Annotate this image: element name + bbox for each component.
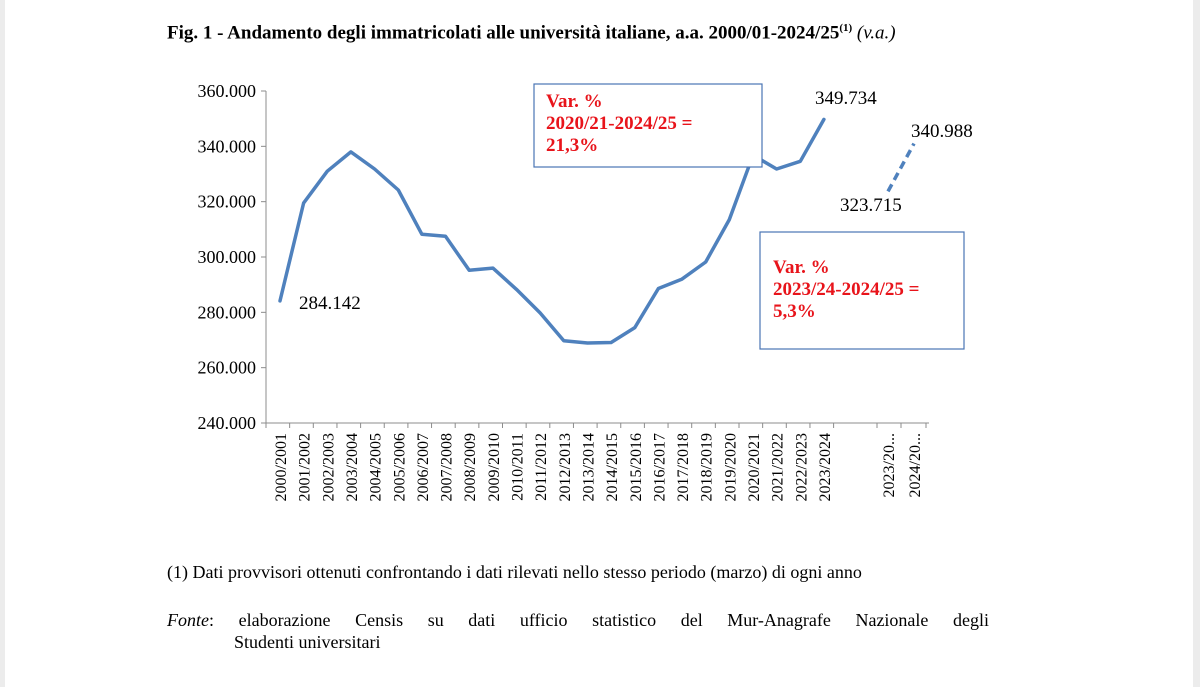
- y-tick-label: 360.000: [198, 81, 257, 101]
- figure-title-unit: (v.a.): [856, 22, 896, 44]
- x-tick-label: 2019/2020: [722, 433, 739, 501]
- annotation-text: 21,3%: [546, 135, 598, 156]
- x-tick-label: 2018/2019: [699, 433, 716, 501]
- y-tick-label: 280.000: [198, 302, 257, 322]
- x-tick-label: 2022/2023: [793, 433, 810, 501]
- x-tick-label: 2001/2002: [297, 433, 314, 501]
- x-tick-label: 2023/20...: [881, 433, 898, 497]
- x-tick-label: 2003/2004: [344, 433, 361, 501]
- figure-title: Fig. 1 - Andamento degli immatricolati a…: [167, 22, 896, 44]
- x-tick-label: 2015/2016: [628, 433, 645, 501]
- y-tick-label: 340.000: [198, 136, 257, 156]
- y-tick-label: 240.000: [198, 413, 257, 433]
- x-tick-label: 2017/2018: [675, 433, 692, 501]
- series-line-immatricolati: [278, 117, 826, 345]
- x-tick-label: 2011/2012: [533, 433, 550, 501]
- x-tick-label: 2004/2005: [368, 433, 385, 501]
- y-tick-label: 320.000: [198, 192, 257, 212]
- x-tick-label: 2009/2010: [486, 433, 503, 501]
- x-tick-label: 2006/2007: [415, 433, 432, 501]
- data-label: 284.142: [299, 293, 361, 314]
- x-tick-label: 2013/2014: [580, 433, 597, 501]
- source-text: : elaborazione Censis su dati ufficio st…: [209, 610, 989, 630]
- data-label: 340.988: [911, 121, 973, 142]
- y-tick-label: 300.000: [198, 247, 257, 267]
- annotation-text: 2020/21-2024/25 =: [546, 113, 692, 134]
- y-tick-label: 260.000: [198, 358, 257, 378]
- x-tick-label: 2010/2011: [510, 433, 527, 501]
- document-page: Fig. 1 - Andamento degli immatricolati a…: [5, 0, 1193, 687]
- x-tick-label: 2005/2006: [391, 433, 408, 501]
- x-tick-label: 2020/2021: [746, 433, 763, 501]
- x-tick-label: 2000/2001: [273, 433, 290, 501]
- x-tick-label: 2024/20...: [907, 433, 924, 497]
- source-label: Fonte: [167, 610, 209, 630]
- data-label: 349.734: [815, 88, 877, 109]
- annotation-box: [759, 231, 965, 350]
- annotation-text: 5,3%: [773, 301, 816, 322]
- annotation-text: Var. %: [546, 91, 603, 112]
- x-tick-label: 2002/2003: [320, 433, 337, 501]
- x-tick-label: 2008/2009: [462, 433, 479, 501]
- annotation-box: [533, 83, 763, 168]
- source-line-2: Studenti universitari: [234, 632, 381, 652]
- x-tick-label: 2007/2008: [439, 433, 456, 501]
- footnote: (1) Dati provvisori ottenuti confrontand…: [167, 562, 862, 582]
- x-tick-label: 2016/2017: [651, 433, 668, 501]
- figure-title-footnote-ref: (1): [839, 22, 853, 34]
- x-tick-label: 2021/2022: [770, 433, 787, 501]
- x-tick-label: 2014/2015: [604, 433, 621, 501]
- source-line: Fonte: elaborazione Censis su dati uffic…: [167, 610, 989, 631]
- x-tick-label: 2023/2024: [817, 433, 834, 501]
- data-label: 323.715: [840, 195, 902, 216]
- annotation-text: 2023/24-2024/25 =: [773, 279, 919, 300]
- annotation-text: Var. %: [773, 257, 830, 278]
- line-chart: 360.000 340.000 320.000 300.000 280.000 260.0…: [198, 81, 973, 501]
- series-line-provisional: [886, 142, 916, 193]
- x-tick-label: 2012/2013: [557, 433, 574, 501]
- figure-title-text: Fig. 1 - Andamento degli immatricolati a…: [167, 22, 840, 44]
